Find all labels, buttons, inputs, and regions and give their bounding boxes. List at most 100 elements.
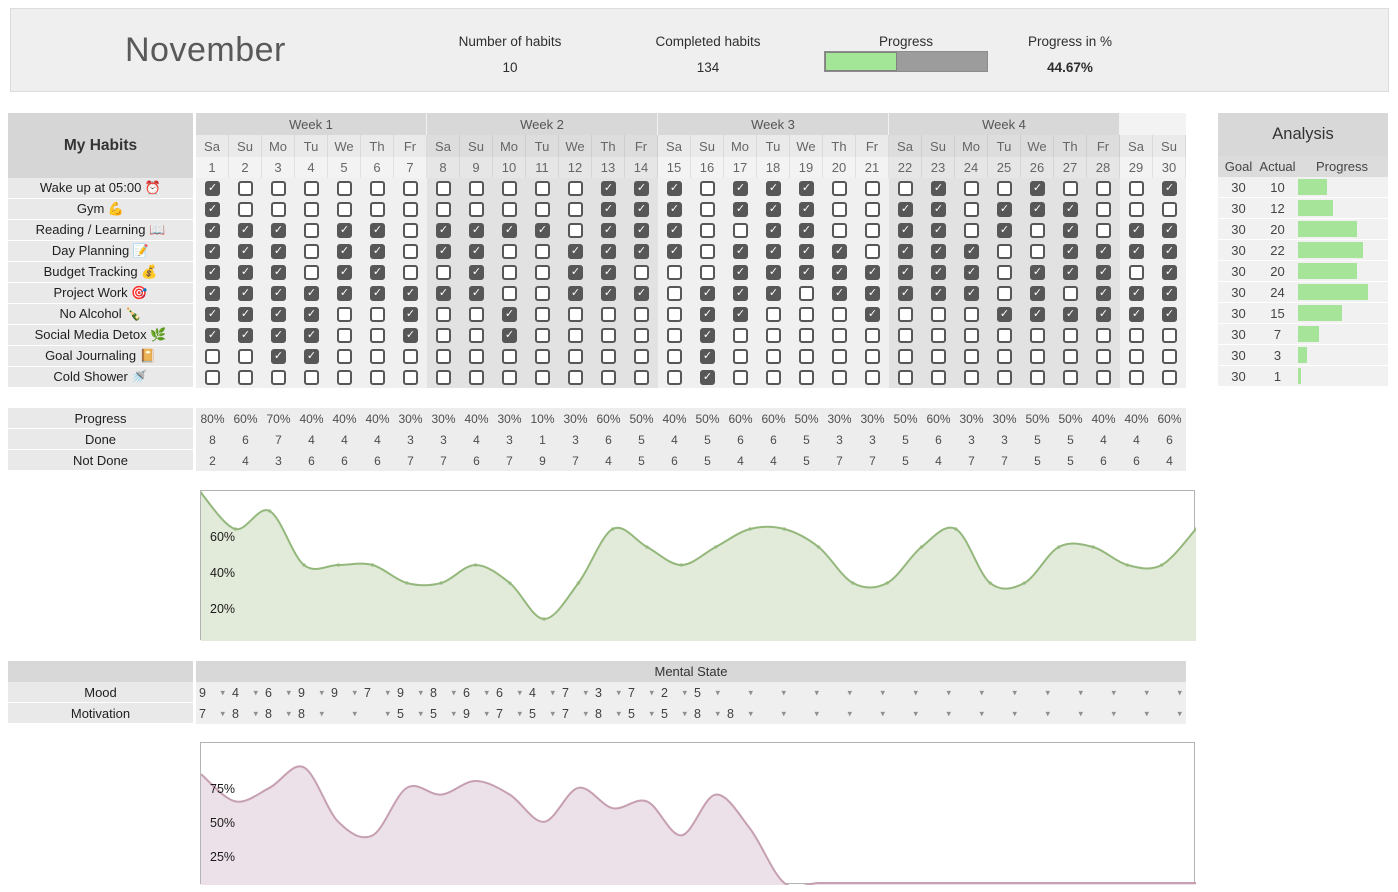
checkbox-checked[interactable]: ✓ xyxy=(799,244,814,259)
checkbox-unchecked[interactable] xyxy=(865,181,880,196)
checkbox-checked[interactable]: ✓ xyxy=(238,307,253,322)
mood-select-cell[interactable]: ▾ xyxy=(922,682,955,703)
checkbox-checked[interactable]: ✓ xyxy=(898,286,913,301)
checkbox-unchecked[interactable] xyxy=(964,223,979,238)
checkbox-checked[interactable]: ✓ xyxy=(370,286,385,301)
checkbox-checked[interactable]: ✓ xyxy=(700,370,715,385)
checkbox-unchecked[interactable] xyxy=(799,307,814,322)
checkbox-unchecked[interactable] xyxy=(1096,202,1111,217)
checkbox-unchecked[interactable] xyxy=(535,286,550,301)
checkbox-checked[interactable]: ✓ xyxy=(469,265,484,280)
checkbox-unchecked[interactable] xyxy=(271,202,286,217)
checkbox-checked[interactable]: ✓ xyxy=(931,244,946,259)
checkbox-unchecked[interactable] xyxy=(997,349,1012,364)
mood-select-cell[interactable]: 9 ▾ xyxy=(394,682,427,703)
checkbox-checked[interactable]: ✓ xyxy=(997,307,1012,322)
checkbox-unchecked[interactable] xyxy=(304,244,319,259)
checkbox-unchecked[interactable] xyxy=(865,349,880,364)
checkbox-checked[interactable]: ✓ xyxy=(535,223,550,238)
checkbox-checked[interactable]: ✓ xyxy=(469,244,484,259)
checkbox-unchecked[interactable] xyxy=(568,328,583,343)
checkbox-unchecked[interactable] xyxy=(931,370,946,385)
checkbox-checked[interactable]: ✓ xyxy=(733,202,748,217)
checkbox-checked[interactable]: ✓ xyxy=(766,244,781,259)
checkbox-checked[interactable]: ✓ xyxy=(733,244,748,259)
checkbox-unchecked[interactable] xyxy=(1129,328,1144,343)
checkbox-unchecked[interactable] xyxy=(568,349,583,364)
checkbox-checked[interactable]: ✓ xyxy=(403,307,418,322)
checkbox-unchecked[interactable] xyxy=(997,370,1012,385)
mood-select-cell[interactable]: 5 ▾ xyxy=(691,682,724,703)
motivation-select-cell[interactable]: 7 ▾ xyxy=(493,703,526,724)
checkbox-unchecked[interactable] xyxy=(1030,244,1045,259)
checkbox-unchecked[interactable] xyxy=(205,349,220,364)
checkbox-checked[interactable]: ✓ xyxy=(832,286,847,301)
checkbox-unchecked[interactable] xyxy=(799,328,814,343)
checkbox-unchecked[interactable] xyxy=(337,307,352,322)
mood-select-cell[interactable]: 8 ▾ xyxy=(427,682,460,703)
checkbox-unchecked[interactable] xyxy=(370,181,385,196)
checkbox-unchecked[interactable] xyxy=(1063,181,1078,196)
checkbox-checked[interactable]: ✓ xyxy=(931,223,946,238)
checkbox-checked[interactable]: ✓ xyxy=(568,265,583,280)
checkbox-checked[interactable]: ✓ xyxy=(700,328,715,343)
checkbox-unchecked[interactable] xyxy=(601,349,616,364)
checkbox-unchecked[interactable] xyxy=(832,328,847,343)
checkbox-checked[interactable]: ✓ xyxy=(205,244,220,259)
checkbox-unchecked[interactable] xyxy=(601,370,616,385)
checkbox-unchecked[interactable] xyxy=(766,307,781,322)
checkbox-checked[interactable]: ✓ xyxy=(1129,244,1144,259)
checkbox-checked[interactable]: ✓ xyxy=(667,181,682,196)
checkbox-checked[interactable]: ✓ xyxy=(1030,202,1045,217)
mood-select-cell[interactable]: ▾ xyxy=(757,682,790,703)
checkbox-unchecked[interactable] xyxy=(766,328,781,343)
motivation-select-cell[interactable]: ▾ xyxy=(922,703,955,724)
motivation-select-cell[interactable]: 8 ▾ xyxy=(295,703,328,724)
checkbox-unchecked[interactable] xyxy=(370,202,385,217)
checkbox-checked[interactable]: ✓ xyxy=(1063,265,1078,280)
checkbox-unchecked[interactable] xyxy=(865,328,880,343)
checkbox-checked[interactable]: ✓ xyxy=(370,223,385,238)
checkbox-checked[interactable]: ✓ xyxy=(1030,286,1045,301)
mood-select-cell[interactable]: ▾ xyxy=(724,682,757,703)
checkbox-unchecked[interactable] xyxy=(733,349,748,364)
checkbox-checked[interactable]: ✓ xyxy=(271,223,286,238)
checkbox-unchecked[interactable] xyxy=(931,328,946,343)
motivation-select-cell[interactable]: ▾ xyxy=(988,703,1021,724)
checkbox-checked[interactable]: ✓ xyxy=(865,286,880,301)
checkbox-unchecked[interactable] xyxy=(337,202,352,217)
checkbox-unchecked[interactable] xyxy=(1096,181,1111,196)
motivation-select-cell[interactable]: 5 ▾ xyxy=(394,703,427,724)
checkbox-unchecked[interactable] xyxy=(238,181,253,196)
checkbox-checked[interactable]: ✓ xyxy=(271,349,286,364)
checkbox-unchecked[interactable] xyxy=(898,328,913,343)
checkbox-checked[interactable]: ✓ xyxy=(205,223,220,238)
checkbox-checked[interactable]: ✓ xyxy=(700,307,715,322)
checkbox-unchecked[interactable] xyxy=(1129,370,1144,385)
checkbox-checked[interactable]: ✓ xyxy=(1063,202,1078,217)
checkbox-checked[interactable]: ✓ xyxy=(667,223,682,238)
checkbox-checked[interactable]: ✓ xyxy=(832,265,847,280)
checkbox-unchecked[interactable] xyxy=(733,223,748,238)
checkbox-unchecked[interactable] xyxy=(997,181,1012,196)
checkbox-unchecked[interactable] xyxy=(535,202,550,217)
mood-select-cell[interactable]: ▾ xyxy=(955,682,988,703)
checkbox-checked[interactable]: ✓ xyxy=(733,286,748,301)
checkbox-unchecked[interactable] xyxy=(568,202,583,217)
checkbox-unchecked[interactable] xyxy=(1162,349,1177,364)
checkbox-unchecked[interactable] xyxy=(238,349,253,364)
checkbox-unchecked[interactable] xyxy=(535,244,550,259)
checkbox-unchecked[interactable] xyxy=(568,181,583,196)
checkbox-checked[interactable]: ✓ xyxy=(469,223,484,238)
checkbox-checked[interactable]: ✓ xyxy=(997,223,1012,238)
checkbox-unchecked[interactable] xyxy=(568,223,583,238)
checkbox-checked[interactable]: ✓ xyxy=(1162,265,1177,280)
checkbox-unchecked[interactable] xyxy=(766,349,781,364)
checkbox-checked[interactable]: ✓ xyxy=(1096,244,1111,259)
checkbox-checked[interactable]: ✓ xyxy=(271,328,286,343)
checkbox-unchecked[interactable] xyxy=(304,265,319,280)
checkbox-checked[interactable]: ✓ xyxy=(436,286,451,301)
motivation-select-cell[interactable]: ▾ xyxy=(328,703,361,724)
checkbox-checked[interactable]: ✓ xyxy=(667,244,682,259)
checkbox-unchecked[interactable] xyxy=(634,349,649,364)
